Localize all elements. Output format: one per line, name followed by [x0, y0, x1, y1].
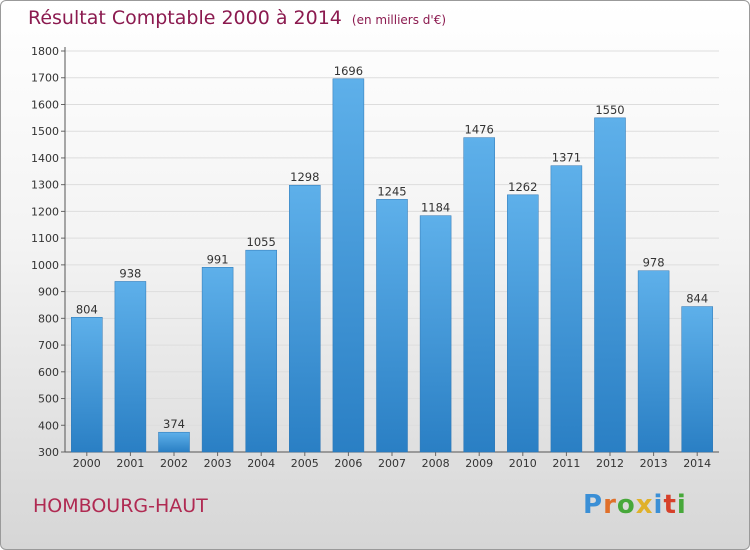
x-tick-label: 2001	[116, 457, 144, 470]
data-label-2013: 978	[643, 256, 665, 270]
x-tick-label: 2006	[334, 457, 362, 470]
data-label-2011: 1371	[552, 151, 581, 165]
bar-2000	[71, 317, 103, 453]
x-tick-label: 2014	[683, 457, 711, 470]
x-tick-label: 2007	[378, 457, 406, 470]
data-labels: 804 938 374 991 1055 1298 1696 1245 1184 1476 1262…	[76, 64, 708, 431]
y-tick-label: 1200	[31, 205, 59, 218]
logo-letter: o	[616, 490, 636, 520]
y-tick-label: 1100	[31, 232, 59, 245]
data-label-2000: 804	[76, 302, 98, 316]
data-label-2010: 1262	[508, 180, 537, 194]
logo-letter: P	[583, 490, 604, 520]
logo-letter: i	[653, 490, 664, 520]
bar-2003	[201, 267, 234, 453]
y-tick-label: 1000	[31, 259, 59, 272]
x-tick-label: 2005	[291, 457, 319, 470]
y-tick-label: 1800	[31, 45, 59, 58]
x-tick-label: 2000	[73, 457, 101, 470]
chart-title-main: Résultat Comptable 2000 à 2014	[28, 7, 342, 29]
bar-2001	[114, 281, 147, 453]
x-tick-label: 2009	[465, 457, 493, 470]
x-tick-label: 2013	[640, 457, 668, 470]
data-label-2002: 374	[163, 417, 185, 431]
data-label-2008: 1184	[421, 201, 450, 215]
data-label-2003: 991	[207, 252, 229, 266]
commune-name: HOMBOURG-HAUT	[33, 495, 208, 517]
x-tick-label: 2003	[204, 457, 232, 470]
y-tick-label: 400	[38, 419, 59, 432]
y-tick-label: 300	[38, 446, 59, 459]
x-tick-label: 2008	[422, 457, 450, 470]
bar-2014	[681, 306, 713, 453]
y-tick-label: 700	[38, 339, 59, 352]
proxiti-logo: Proxiti	[583, 490, 687, 520]
logo-letter: i	[676, 490, 687, 520]
data-label-2001: 938	[119, 266, 141, 280]
axes: 300 400 500 600 700 800 900 1000 1100 1200 1300 140…	[31, 45, 719, 470]
bar-2009	[463, 137, 495, 453]
bar-2012	[594, 117, 626, 453]
y-tick-label: 1600	[31, 98, 59, 111]
bar-2010	[507, 194, 539, 453]
bar-2007	[376, 199, 408, 453]
data-label-2006: 1696	[334, 64, 363, 78]
logo-letter: x	[635, 490, 654, 520]
bar-2006	[332, 78, 365, 453]
y-tick-label: 800	[38, 312, 59, 325]
x-tick-label: 2010	[509, 457, 537, 470]
y-tick-label: 500	[38, 393, 59, 406]
x-tick-label: 2004	[247, 457, 275, 470]
y-tick-label: 1700	[31, 72, 59, 85]
data-label-2012: 1550	[595, 103, 624, 117]
data-label-2009: 1476	[465, 123, 494, 137]
bar-2011	[550, 165, 583, 453]
data-label-2007: 1245	[377, 184, 406, 198]
logo-letter: r	[603, 490, 617, 520]
bar-2004	[245, 249, 277, 453]
y-tick-label: 1400	[31, 152, 59, 165]
bar-2008	[419, 215, 452, 453]
data-label-2005: 1298	[290, 170, 319, 184]
bar-2005	[289, 184, 321, 453]
y-tick-label: 1300	[31, 179, 59, 192]
x-tick-label: 2011	[552, 457, 580, 470]
chart-title: Résultat Comptable 2000 à 2014 (en millie…	[28, 7, 446, 29]
bar-2013	[637, 270, 670, 453]
x-tick-label: 2012	[596, 457, 624, 470]
chart-unit-note: (en milliers d'€)	[351, 13, 447, 27]
data-label-2014: 844	[686, 292, 708, 306]
bar-2002	[158, 431, 190, 453]
bars	[71, 78, 713, 453]
y-tick-label: 1500	[31, 125, 59, 138]
data-label-2004: 1055	[247, 235, 276, 249]
x-tick-label: 2002	[160, 457, 188, 470]
y-tick-label: 900	[38, 286, 59, 299]
y-tick-label: 600	[38, 366, 59, 379]
logo-letter: t	[663, 490, 677, 520]
